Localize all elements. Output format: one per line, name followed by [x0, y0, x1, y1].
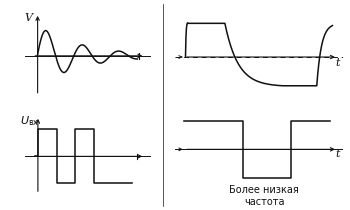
Text: t: t: [335, 58, 340, 68]
Text: t: t: [335, 150, 340, 159]
Text: $U_{\mathsf{вх}}$: $U_{\mathsf{вх}}$: [20, 114, 40, 128]
Text: V: V: [25, 13, 33, 23]
Text: Более низкая
частота: Более низкая частота: [229, 185, 299, 207]
